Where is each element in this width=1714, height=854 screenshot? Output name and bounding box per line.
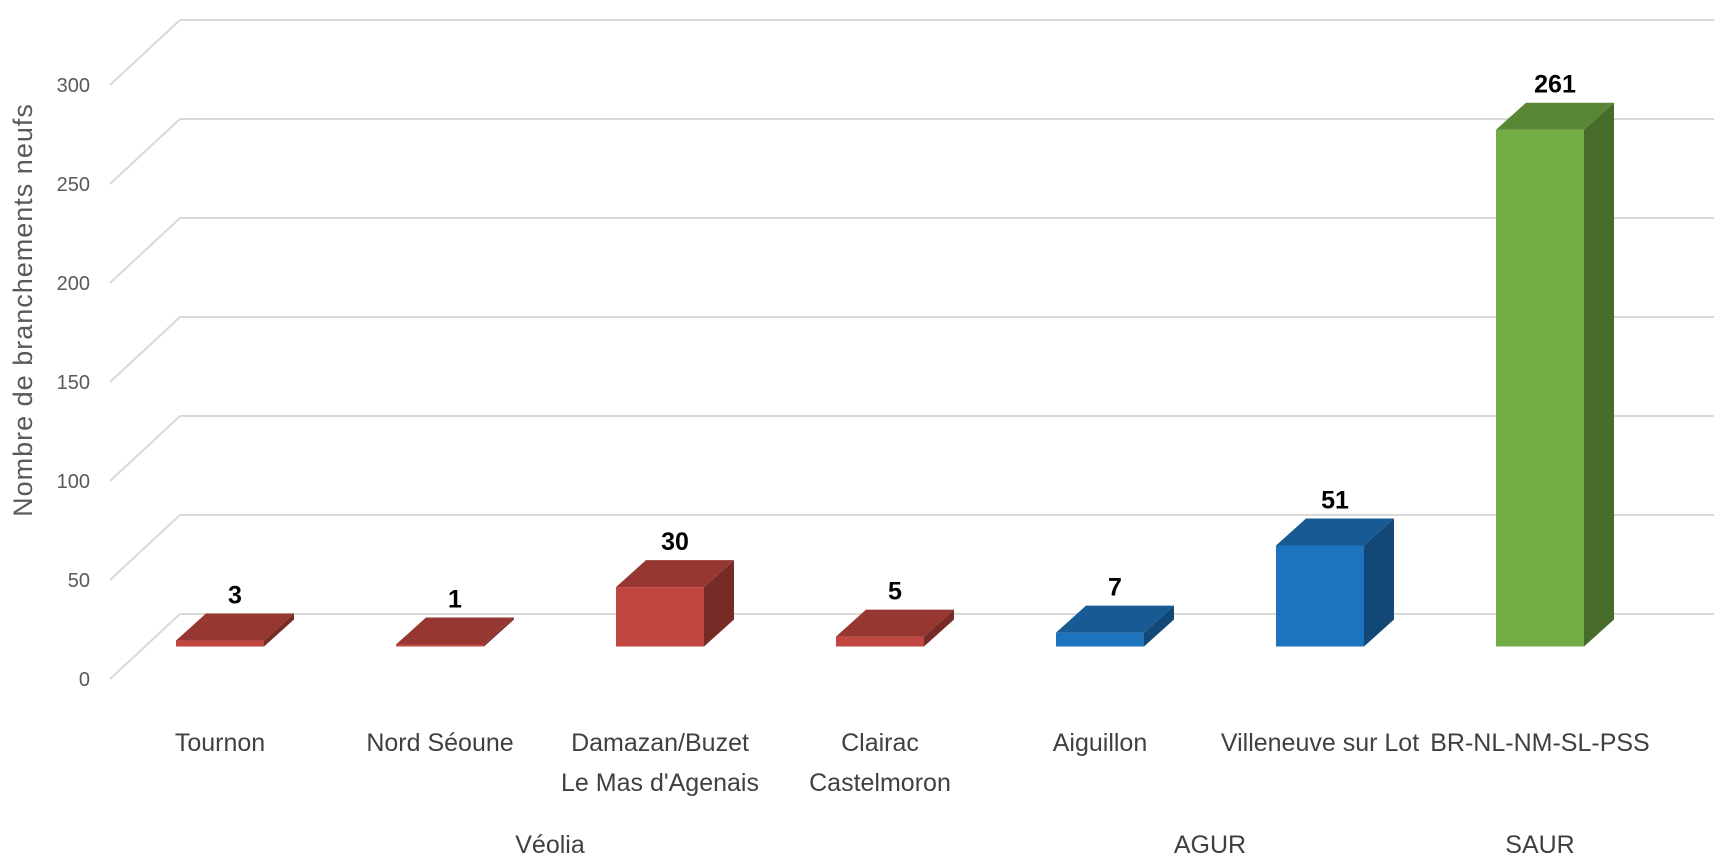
group-label: Véolia xyxy=(515,831,585,854)
bar-side-face xyxy=(264,613,294,647)
bar xyxy=(176,613,294,647)
data-label: 51 xyxy=(1321,487,1349,515)
data-label: 261 xyxy=(1534,71,1576,99)
y-tick-label: 150 xyxy=(57,372,90,394)
data-label: 30 xyxy=(661,528,689,556)
data-label: 5 xyxy=(888,578,902,606)
bar xyxy=(1276,518,1394,647)
bar-side-face xyxy=(1144,605,1174,647)
group-label: AGUR xyxy=(1174,831,1246,854)
bar-front-face xyxy=(616,587,704,647)
bar-top-face xyxy=(176,613,294,641)
y-axis-ticks: 0 50 100 150 200 250 300 xyxy=(57,75,90,691)
category-label: BR-NL-NM-SL-PSS xyxy=(1430,729,1649,757)
bar-side-face xyxy=(1584,102,1614,647)
data-labels: 3 1 30 5 7 51 261 xyxy=(228,71,1576,614)
category-label: Le Mas d'Agenais xyxy=(561,769,759,797)
gridline-side xyxy=(109,514,181,581)
bar-front-face xyxy=(396,644,484,647)
y-tick-label: 250 xyxy=(57,174,90,196)
bar-top-face xyxy=(396,617,514,645)
category-label: Tournon xyxy=(175,729,265,757)
gridline-side xyxy=(109,19,181,86)
bar xyxy=(1496,102,1614,647)
bar-top-face xyxy=(836,609,954,637)
bar xyxy=(836,609,954,647)
bar xyxy=(1056,605,1174,647)
y-tick-label: 200 xyxy=(57,273,90,295)
category-labels: Tournon Nord Séoune Damazan/Buzet Le Mas d'… xyxy=(175,729,1650,797)
bar-front-face xyxy=(176,640,264,647)
category-label: Castelmoron xyxy=(809,769,951,797)
bar-front-face xyxy=(1276,545,1364,647)
category-label: Damazan/Buzet xyxy=(571,729,749,757)
bars xyxy=(176,102,1614,647)
y-tick-label: 300 xyxy=(57,75,90,97)
bar-top-face xyxy=(1276,518,1394,546)
bar xyxy=(616,560,734,647)
group-labels: Véolia AGUR SAUR xyxy=(515,831,1574,854)
gridline-side xyxy=(109,118,181,185)
bar-top-face xyxy=(616,560,734,588)
y-tick-label: 50 xyxy=(68,570,90,592)
bar-front-face xyxy=(836,636,924,647)
bar-side-face xyxy=(484,617,514,647)
category-label: Nord Séoune xyxy=(366,729,513,757)
category-label: Aiguillon xyxy=(1053,729,1148,757)
group-label: SAUR xyxy=(1505,831,1574,854)
bar-top-face xyxy=(1496,102,1614,130)
bar-side-face xyxy=(1364,518,1394,647)
gridlines xyxy=(109,19,1714,680)
gridline-side xyxy=(109,415,181,482)
category-label: Clairac xyxy=(841,729,919,757)
bar-side-face xyxy=(704,560,734,647)
gridline-side xyxy=(109,613,181,680)
data-label: 3 xyxy=(228,582,242,610)
bar-side-face xyxy=(924,609,954,647)
data-label: 7 xyxy=(1108,574,1122,602)
bar-front-face xyxy=(1056,632,1144,647)
y-axis-title: Nombre de branchements neufs xyxy=(8,103,38,517)
bar xyxy=(396,617,514,647)
data-label: 1 xyxy=(448,586,462,614)
gridline-side xyxy=(109,316,181,383)
category-label: Villeneuve sur Lot xyxy=(1221,729,1419,757)
y-tick-label: 0 xyxy=(79,669,90,691)
bar-top-face xyxy=(1056,605,1174,633)
bar-front-face xyxy=(1496,129,1584,647)
y-tick-label: 100 xyxy=(57,471,90,493)
gridline-side xyxy=(109,217,181,284)
